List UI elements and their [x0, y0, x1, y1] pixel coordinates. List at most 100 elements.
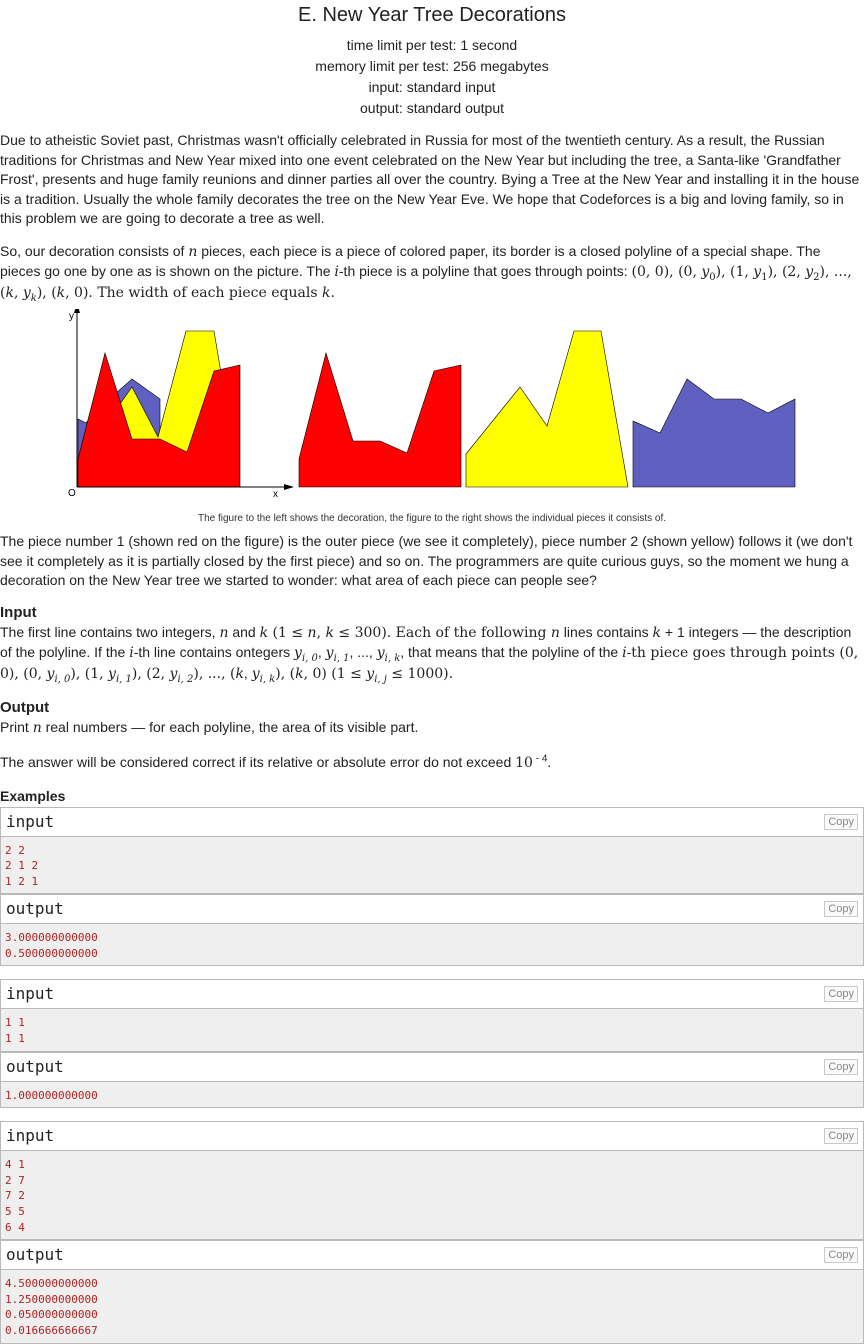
text: ), (1,	[70, 665, 109, 682]
text: (0, 0), (0,	[631, 264, 702, 280]
text: 10	[515, 754, 533, 771]
output-section-title: Output	[0, 699, 50, 716]
copy-output-button[interactable]: Copy	[824, 1058, 858, 1075]
math-k: k	[259, 624, 269, 641]
output-content: 1.000000000000	[5, 1088, 98, 1102]
math-k: k	[56, 284, 66, 301]
example-block: input Copy 1 1 1 1 output Copy 1.000000000000	[0, 979, 864, 1109]
math-n: n	[188, 243, 198, 260]
text: The first line contains two integers,	[0, 623, 220, 640]
figure-caption: The figure to the left shows the decorat…	[197, 513, 667, 524]
text: and	[228, 623, 260, 640]
example-block: input Copy 2 2 2 1 2 1 2 1 output Copy 3.0000…	[0, 806, 864, 967]
precision-note: The answer will be considered correct if…	[0, 753, 864, 774]
text: (1 ≤	[268, 624, 308, 641]
examples-title: Examples	[0, 788, 66, 804]
math-y: y	[753, 264, 762, 280]
input-label: input	[6, 811, 55, 831]
math-n: n	[32, 720, 42, 736]
input-label: input	[6, 1126, 55, 1146]
output-header: output Copy	[1, 1240, 863, 1271]
input-content: 4 1 2 7 7 2 5 5 6 4	[1, 1151, 863, 1241]
time-limit: time limit per test: 1 second	[346, 37, 518, 53]
example-block: input Copy 4 1 2 7 7 2 5 5 6 4 output Copy 4.…	[0, 1121, 864, 1344]
math-y: y	[805, 264, 814, 280]
math-i: i	[129, 645, 134, 661]
input-description: The first line contains two integers, n …	[0, 623, 859, 685]
input-type: input: standard input	[368, 79, 496, 95]
input-content: 2 2 2 1 2 1 2 1	[1, 837, 863, 895]
limits: time limit per test: 1 second memory lim…	[0, 35, 864, 119]
input-label: input	[6, 984, 55, 1004]
math-n: n	[550, 624, 560, 641]
axis-y-label: y	[69, 311, 74, 322]
x-axis-arrow	[284, 484, 294, 490]
text: ), (1,	[715, 264, 754, 280]
text: -th piece is a polyline that goes throug…	[338, 263, 632, 279]
math-k: k	[321, 284, 331, 301]
text: ), (	[275, 665, 296, 682]
input-header: input Copy	[1, 1122, 863, 1152]
output-label: output	[6, 899, 64, 919]
output-label: output	[6, 1056, 64, 1076]
copy-output-button[interactable]: Copy	[824, 1247, 858, 1264]
text: + 1 integers — the description of the po…	[0, 623, 852, 661]
origin-label: O	[68, 488, 76, 499]
math-y: y	[22, 284, 31, 301]
text: ), (2,	[767, 264, 806, 280]
problem-title: E. New Year Tree Decorations	[298, 4, 566, 26]
math-i: i	[334, 264, 339, 280]
text: , that means that the polyline of the	[400, 644, 623, 660]
text: ), (2,	[131, 665, 170, 682]
text: real numbers — for each polyline, the ar…	[41, 719, 419, 735]
math-k: k	[652, 624, 662, 641]
yellow-piece	[465, 330, 629, 488]
examples-container: input Copy 2 2 2 1 2 1 2 1 output Copy 3.0000…	[0, 806, 864, 1344]
decoration-svg: y x O	[68, 303, 796, 500]
copy-input-button[interactable]: Copy	[824, 813, 858, 830]
text: ), ..., (	[193, 665, 236, 682]
math-y: y	[701, 264, 710, 280]
example-gap	[0, 1108, 864, 1121]
text: The answer will be considered correct if…	[0, 753, 516, 770]
math-k: k	[325, 624, 334, 641]
text: -th piece goes through points (0, 0), (0…	[0, 645, 859, 682]
math-n: n	[219, 624, 229, 641]
text: -th line contains ontegers	[133, 644, 295, 660]
text: , 0). The width of each piece equals	[65, 284, 322, 301]
text: , 0) (1 ≤	[303, 665, 367, 682]
output-label: output	[6, 1245, 64, 1265]
example-gap	[0, 966, 864, 979]
statement-paragraph-2: So, our decoration consists of n pieces,…	[0, 242, 864, 304]
y-axis-arrow	[74, 303, 80, 313]
copy-input-button[interactable]: Copy	[824, 1128, 858, 1145]
text: - 4	[532, 752, 548, 764]
text: ,	[316, 624, 326, 641]
output-content: 3.000000000000 0.500000000000	[5, 931, 98, 960]
blue-piece	[632, 378, 796, 488]
math-points: (0, 0), (0, y0), (1, y1), (2, y2), ..., …	[0, 264, 852, 304]
output-header: output Copy	[1, 1051, 863, 1082]
text: So, our decoration consists of	[0, 242, 189, 259]
math-i: i	[622, 645, 627, 661]
math-k: k	[5, 284, 14, 301]
statement-paragraph-3: The piece number 1 (shown red on the fig…	[0, 533, 853, 588]
memory-limit: memory limit per test: 256 megabytes	[315, 58, 549, 74]
decoration-figure: y x O	[0, 303, 864, 519]
output-type: output: standard output	[360, 100, 504, 116]
output-header: output Copy	[1, 894, 863, 925]
copy-output-button[interactable]: Copy	[824, 901, 858, 918]
text: ), ..., (	[0, 264, 852, 301]
text: ≤ 300). Each of the following	[333, 624, 551, 641]
text: Print	[0, 719, 33, 735]
red-piece	[298, 351, 462, 488]
text: ≤ 1000).	[386, 665, 454, 682]
axis-x-label: x	[273, 489, 278, 500]
input-section-title: Input	[0, 603, 37, 621]
input-header: input Copy	[1, 980, 863, 1010]
copy-input-button[interactable]: Copy	[824, 986, 858, 1003]
combined-decoration: y x O	[68, 303, 294, 500]
output-description: Print n real numbers — for each polyline…	[0, 718, 864, 739]
output-content: 4.500000000000 1.250000000000 0.05000000…	[5, 1277, 98, 1337]
text: lines contains	[559, 623, 653, 640]
